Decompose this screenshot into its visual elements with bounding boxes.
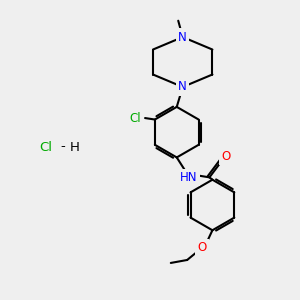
Text: Cl: Cl: [40, 140, 52, 154]
Text: O: O: [197, 241, 207, 254]
Text: HN: HN: [180, 171, 197, 184]
Text: N: N: [178, 80, 187, 94]
Text: N: N: [178, 31, 187, 44]
Text: -: -: [60, 140, 65, 154]
Text: H: H: [69, 140, 79, 154]
Text: O: O: [221, 150, 230, 163]
Text: Cl: Cl: [129, 112, 141, 124]
